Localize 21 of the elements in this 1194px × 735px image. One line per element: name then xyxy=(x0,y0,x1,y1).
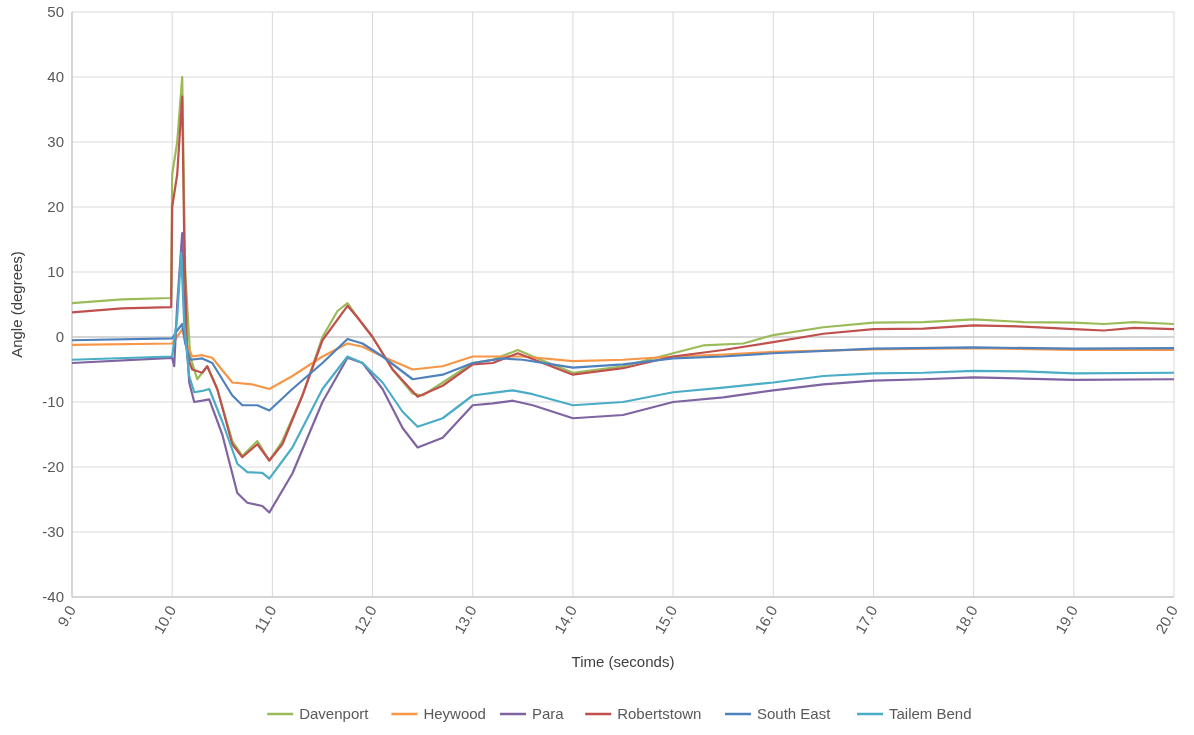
line-series xyxy=(72,251,1174,480)
y-tick-label: -20 xyxy=(42,458,64,476)
y-tick-label: 40 xyxy=(47,68,64,86)
line-series xyxy=(72,328,1174,391)
legend-label: Para xyxy=(532,705,565,723)
y-tick-label: 20 xyxy=(47,198,64,216)
line-series xyxy=(72,231,1174,514)
y-axis-title: Angle (degrees) xyxy=(8,251,25,358)
legend-label: Robertstown xyxy=(617,705,702,723)
y-tick-label: 10 xyxy=(47,263,64,281)
y-tick-label: 0 xyxy=(55,328,64,346)
y-tick-label: -30 xyxy=(42,523,64,541)
x-axis-title: Time (seconds) xyxy=(571,653,675,670)
y-tick-label: -10 xyxy=(42,393,64,411)
y-tick-label: 30 xyxy=(47,133,64,151)
legend-label: South East xyxy=(757,705,832,723)
legend-label: Tailem Bend xyxy=(889,705,972,723)
line-series xyxy=(72,322,1174,412)
legend-label: Davenport xyxy=(299,705,370,723)
legend-label: Heywood xyxy=(423,705,486,723)
y-tick-label: 50 xyxy=(47,3,64,21)
